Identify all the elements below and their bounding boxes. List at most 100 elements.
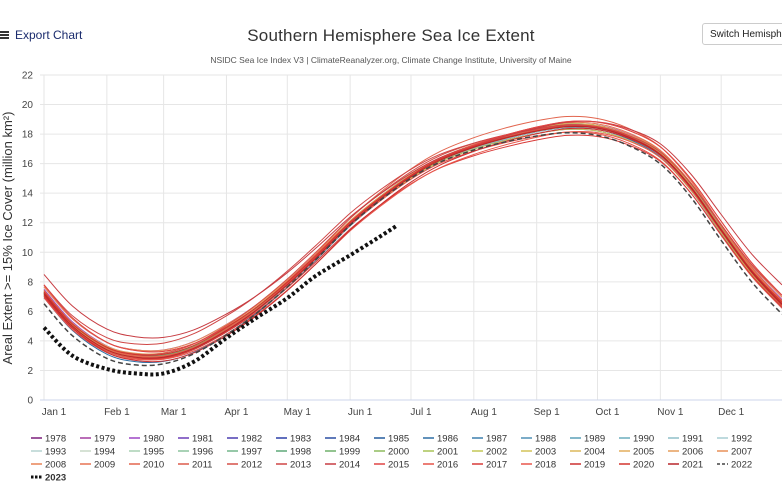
- y-tick-label: 18: [22, 130, 34, 141]
- series-line-1979: [43, 124, 782, 352]
- legend-label: 2022: [731, 460, 752, 471]
- legend-item-1980[interactable]: 1980: [129, 434, 164, 445]
- legend-label: 2003: [535, 447, 556, 458]
- legend-item-2001[interactable]: 2001: [423, 447, 458, 458]
- legend-item-2010[interactable]: 2010: [129, 460, 164, 471]
- legend-label: 2004: [584, 447, 605, 458]
- legend-label: 2005: [633, 447, 654, 458]
- legend-item-2006[interactable]: 2006: [668, 447, 703, 458]
- legend-item-2012[interactable]: 2012: [227, 460, 262, 471]
- y-tick-label: 0: [27, 396, 33, 407]
- legend-label: 1987: [486, 434, 507, 445]
- legend-label: 1998: [290, 447, 311, 458]
- y-tick-label: 14: [22, 189, 34, 200]
- y-axis: 0 2 4 6 8 10 12 14 16 18 20 22: [22, 71, 34, 407]
- legend-label: 1986: [437, 434, 458, 445]
- legend-item-2015[interactable]: 2015: [374, 460, 409, 471]
- y-tick-label: 4: [27, 336, 33, 347]
- legend-item-2004[interactable]: 2004: [570, 447, 605, 458]
- legend-item-2000[interactable]: 2000: [374, 447, 409, 458]
- legend-item-2016[interactable]: 2016: [423, 460, 458, 471]
- legend-label: 1980: [143, 434, 164, 445]
- export-chart-label: Export Chart: [15, 28, 83, 42]
- legend-item-2002[interactable]: 2002: [472, 447, 507, 458]
- series-line-2015: [43, 120, 782, 353]
- y-tick-label: 2: [27, 366, 33, 377]
- x-tick-label: Jul 1: [410, 407, 432, 418]
- legend-item-2023[interactable]: 2023: [31, 473, 66, 484]
- legend-item-2013[interactable]: 2013: [276, 460, 311, 471]
- legend-item-2003[interactable]: 2003: [521, 447, 556, 458]
- legend-item-1986[interactable]: 1986: [423, 434, 458, 445]
- legend-item-2007[interactable]: 2007: [717, 447, 752, 458]
- legend-label: 2016: [437, 460, 458, 471]
- legend-item-1998[interactable]: 1998: [276, 447, 311, 458]
- legend-label: 2021: [682, 460, 703, 471]
- x-tick-label: Apr 1: [225, 407, 249, 418]
- legend-item-1981[interactable]: 1981: [178, 434, 213, 445]
- legend-item-2005[interactable]: 2005: [619, 447, 654, 458]
- legend-item-1994[interactable]: 1994: [80, 447, 115, 458]
- legend-item-2017[interactable]: 2017: [472, 460, 507, 471]
- legend-item-1985[interactable]: 1985: [374, 434, 409, 445]
- y-tick-label: 6: [27, 307, 33, 318]
- series-line-1982: [43, 123, 782, 359]
- legend-item-1996[interactable]: 1996: [178, 447, 213, 458]
- legend-item-1990[interactable]: 1990: [619, 434, 654, 445]
- legend-item-2008[interactable]: 2008: [31, 460, 66, 471]
- legend-item-1978[interactable]: 1978: [31, 434, 66, 445]
- legend-item-1991[interactable]: 1991: [668, 434, 703, 445]
- legend-item-1997[interactable]: 1997: [227, 447, 262, 458]
- legend-label: 1990: [633, 434, 654, 445]
- series-line-2021: [43, 125, 782, 359]
- y-tick-label: 22: [22, 71, 34, 82]
- legend-item-2018[interactable]: 2018: [521, 460, 556, 471]
- series-line-2003: [43, 123, 782, 359]
- legend-label: 2012: [241, 460, 262, 471]
- legend-item-1999[interactable]: 1999: [325, 447, 360, 458]
- legend-item-1989[interactable]: 1989: [570, 434, 605, 445]
- x-tick-label: Sep 1: [534, 407, 561, 418]
- legend-item-2019[interactable]: 2019: [570, 460, 605, 471]
- legend-item-2022[interactable]: 2022: [717, 460, 752, 471]
- legend-item-2014[interactable]: 2014: [325, 460, 360, 471]
- legend-label: 2023: [45, 473, 66, 484]
- legend-item-2009[interactable]: 2009: [80, 460, 115, 471]
- export-chart-button[interactable]: Export Chart: [0, 28, 82, 42]
- chart-subtitle: NSIDC Sea Ice Index V3 | ClimateReanalyz…: [210, 55, 572, 65]
- legend-label: 2009: [94, 460, 115, 471]
- legend-item-1983[interactable]: 1983: [276, 434, 311, 445]
- legend-item-2011[interactable]: 2011: [178, 460, 212, 471]
- legend-label: 2011: [192, 460, 212, 471]
- series-line-1987: [43, 124, 782, 357]
- legend-item-1987[interactable]: 1987: [472, 434, 507, 445]
- x-tick-label: Oct 1: [596, 407, 620, 418]
- legend-item-1988[interactable]: 1988: [521, 434, 556, 445]
- legend-label: 2018: [535, 460, 556, 471]
- legend-label: 1978: [45, 434, 66, 445]
- legend-item-2021[interactable]: 2021: [668, 460, 703, 471]
- y-tick-label: 12: [22, 218, 34, 229]
- legend-item-2020[interactable]: 2020: [619, 460, 654, 471]
- legend-item-1979[interactable]: 1979: [80, 434, 115, 445]
- legend-label: 2002: [486, 447, 507, 458]
- legend-item-1984[interactable]: 1984: [325, 434, 360, 445]
- x-tick-label: Jun 1: [348, 407, 373, 418]
- legend-item-1993[interactable]: 1993: [31, 447, 66, 458]
- legend-item-1992[interactable]: 1992: [717, 434, 752, 445]
- legend-item-1982[interactable]: 1982: [227, 434, 262, 445]
- legend-label: 1984: [339, 434, 360, 445]
- series-line-2010: [43, 115, 782, 358]
- menu-icon: [0, 31, 9, 39]
- series-line-2007: [43, 124, 782, 352]
- legend-label: 1991: [682, 434, 703, 445]
- x-tick-label: Aug 1: [471, 407, 498, 418]
- legend-label: 1997: [241, 447, 262, 458]
- legend[interactable]: 1978 1979 1980 1981 1982 1983 1984 1985 1986 1987…: [31, 434, 752, 484]
- switch-hemisphere-button[interactable]: Switch Hemisphere: [702, 23, 782, 45]
- legend-label: 2019: [584, 460, 605, 471]
- series-line-2008: [43, 120, 782, 353]
- legend-label: 1999: [339, 447, 360, 458]
- legend-item-1995[interactable]: 1995: [129, 447, 164, 458]
- series-line-2014: [43, 120, 782, 339]
